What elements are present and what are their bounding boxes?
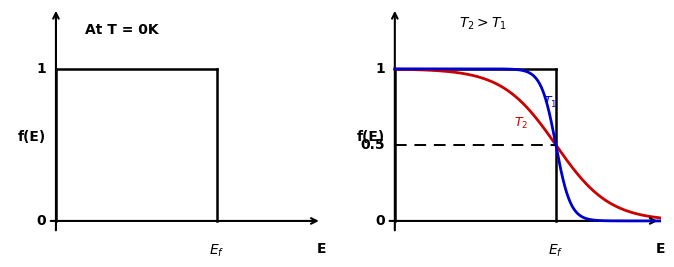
Text: 0.5: 0.5 <box>361 138 385 152</box>
Text: $E_f$: $E_f$ <box>548 242 563 259</box>
Text: $T_2 > T_1$: $T_2 > T_1$ <box>459 15 507 32</box>
Text: $T_2$: $T_2$ <box>514 116 528 131</box>
Text: E: E <box>317 242 326 256</box>
Text: 1: 1 <box>375 62 385 76</box>
Text: f(E): f(E) <box>18 130 46 144</box>
Text: f(E): f(E) <box>357 130 385 144</box>
Text: E: E <box>656 242 665 256</box>
Text: 0: 0 <box>375 214 385 228</box>
Text: At T = 0K: At T = 0K <box>85 23 158 37</box>
Text: 0: 0 <box>36 214 47 228</box>
Text: $E_f$: $E_f$ <box>209 242 224 259</box>
Text: $T_1$: $T_1$ <box>543 95 557 110</box>
Text: 1: 1 <box>36 62 47 76</box>
